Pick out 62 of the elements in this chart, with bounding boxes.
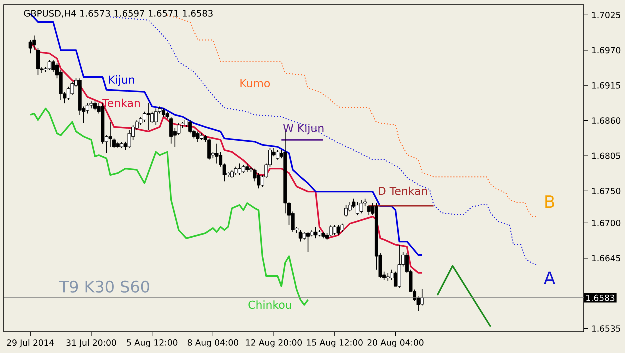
candlestick bbox=[128, 130, 132, 149]
y-tick-label: 1.6860 bbox=[592, 118, 621, 124]
candlestick bbox=[120, 142, 124, 149]
candlestick bbox=[170, 116, 174, 144]
candlestick bbox=[177, 122, 181, 136]
candlestick bbox=[208, 138, 212, 160]
series-label: Tenkan bbox=[102, 98, 140, 108]
annotation: A bbox=[544, 272, 556, 284]
candlestick bbox=[398, 244, 402, 289]
candlestick bbox=[28, 40, 32, 54]
candlestick bbox=[78, 78, 82, 116]
text: GBPUSD,H4 1.6573 1.6597 1.6571 1.6583 bbox=[24, 10, 213, 18]
y-tick-label: 1.6700 bbox=[592, 220, 621, 226]
ref-line-label: 1.6583 bbox=[586, 294, 615, 302]
candlestick bbox=[246, 163, 250, 172]
candlestick bbox=[90, 101, 94, 110]
candlestick bbox=[340, 223, 344, 233]
y-tick-label: 1.6970 bbox=[592, 47, 621, 54]
candlestick bbox=[154, 108, 158, 126]
x-tick-label: 12 Aug 20:00 bbox=[246, 340, 302, 348]
x-tick-label: 5 Aug 12:00 bbox=[127, 340, 178, 348]
candlestick bbox=[284, 131, 288, 214]
candlestick bbox=[188, 120, 192, 134]
candlestick bbox=[234, 166, 238, 176]
x-tick-label: 29 Jul 2014 bbox=[7, 340, 54, 348]
x-tick-label: 31 Jul 20:00 bbox=[66, 340, 116, 348]
candlestick bbox=[242, 164, 246, 174]
candlestick bbox=[329, 224, 333, 238]
series-label: D Tenkan bbox=[379, 186, 428, 196]
y-tick-label: 1.6805 bbox=[592, 152, 620, 160]
candlestick bbox=[196, 131, 200, 142]
x-tick-label: 15 Aug 12:00 bbox=[307, 340, 363, 348]
series-label: Kijun bbox=[109, 76, 134, 86]
annotation: B bbox=[546, 196, 554, 208]
candlestick bbox=[310, 230, 314, 238]
candlestick bbox=[348, 202, 352, 212]
candlestick bbox=[146, 103, 150, 131]
candlestick bbox=[360, 200, 364, 214]
candlestick bbox=[184, 118, 188, 128]
candlestick bbox=[116, 142, 120, 149]
y-tick-label: 1.6645 bbox=[592, 255, 620, 262]
candlestick bbox=[314, 226, 318, 239]
series-label: Chinkou bbox=[248, 300, 292, 310]
annotation: T9 K30 S60 bbox=[59, 280, 150, 293]
candlestick bbox=[52, 60, 56, 73]
y-tick-label: 1.7025 bbox=[592, 12, 620, 18]
candlestick bbox=[108, 122, 112, 148]
y-tick-label: 1.6750 bbox=[592, 188, 621, 194]
candlestick bbox=[139, 116, 143, 126]
candlestick bbox=[322, 232, 326, 239]
candlestick bbox=[420, 288, 424, 306]
candlestick bbox=[386, 272, 390, 282]
candlestick bbox=[333, 224, 337, 236]
x-tick-label: 8 Aug 04:00 bbox=[188, 340, 238, 348]
y-tick-label: 1.6915 bbox=[592, 82, 620, 89]
candlestick bbox=[48, 60, 52, 71]
candlestick bbox=[215, 143, 219, 164]
x-tick-label: 20 Aug 04:00 bbox=[368, 340, 424, 348]
candlestick bbox=[253, 168, 257, 182]
candlestick bbox=[166, 111, 170, 120]
y-tick-label: 1.6535 bbox=[592, 326, 620, 332]
annotation: Kumo bbox=[240, 79, 270, 88]
